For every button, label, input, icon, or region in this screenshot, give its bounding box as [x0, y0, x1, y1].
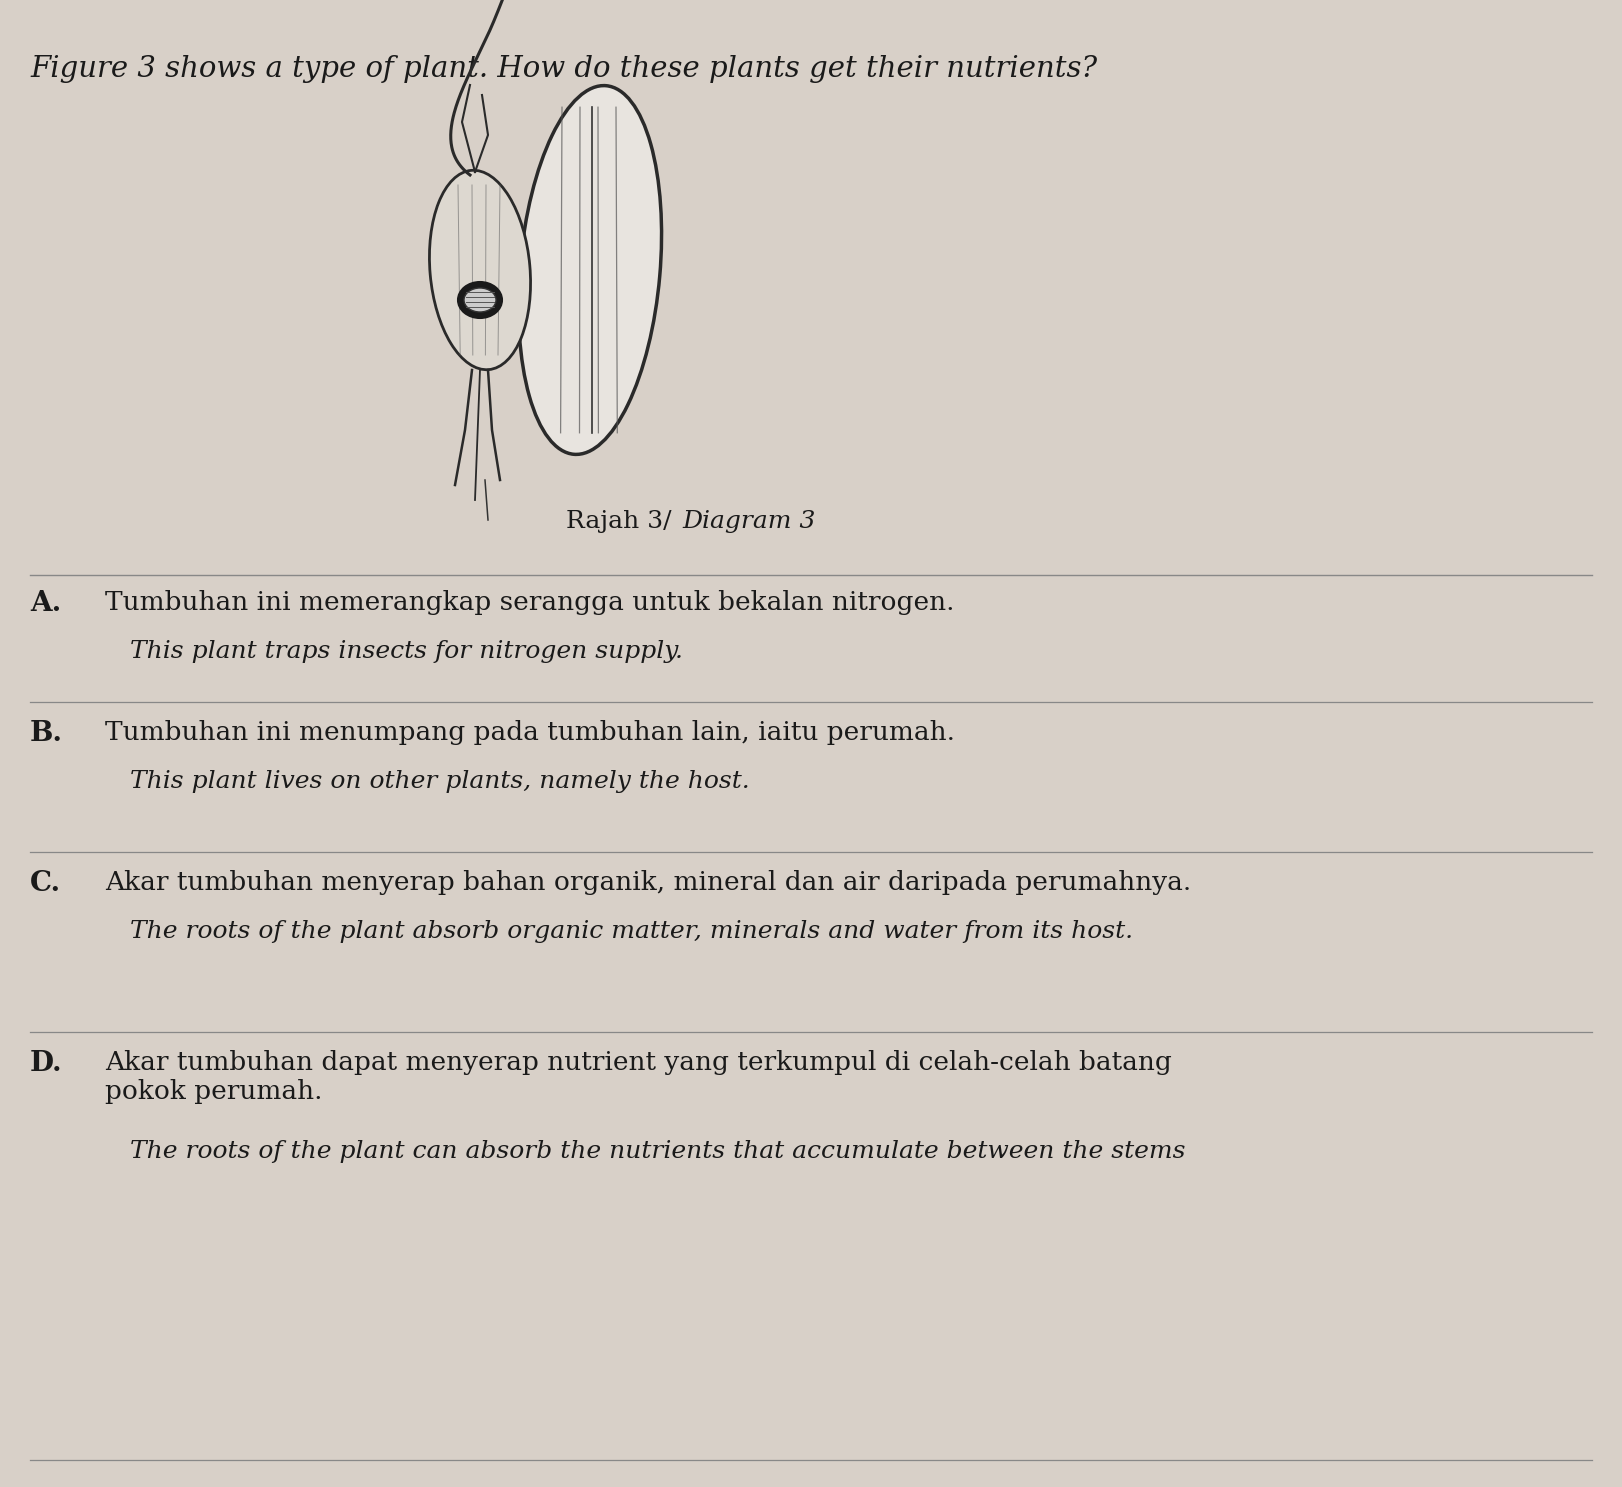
- Text: This plant lives on other plants, namely the host.: This plant lives on other plants, namely…: [130, 770, 749, 793]
- Text: Akar tumbuhan menyerap bahan organik, mineral dan air daripada perumahnya.: Akar tumbuhan menyerap bahan organik, mi…: [105, 870, 1191, 895]
- Ellipse shape: [457, 283, 501, 318]
- Ellipse shape: [519, 86, 662, 455]
- Ellipse shape: [430, 171, 530, 370]
- Text: The roots of the plant can absorb the nutrients that accumulate between the stem: The roots of the plant can absorb the nu…: [130, 1141, 1186, 1163]
- Text: Diagram 3: Diagram 3: [681, 510, 816, 532]
- Text: Akar tumbuhan dapat menyerap nutrient yang terkumpul di celah-celah batang
pokok: Akar tumbuhan dapat menyerap nutrient ya…: [105, 1050, 1171, 1103]
- Text: D.: D.: [29, 1050, 63, 1077]
- Text: Rajah 3/: Rajah 3/: [566, 510, 680, 532]
- Text: Tumbuhan ini menumpang pada tumbuhan lain, iaitu perumah.: Tumbuhan ini menumpang pada tumbuhan lai…: [105, 720, 955, 745]
- Text: This plant traps insects for nitrogen supply.: This plant traps insects for nitrogen su…: [130, 639, 683, 663]
- Text: A.: A.: [29, 590, 62, 617]
- Text: Tumbuhan ini memerangkap serangga untuk bekalan nitrogen.: Tumbuhan ini memerangkap serangga untuk …: [105, 590, 954, 616]
- Text: B.: B.: [29, 720, 63, 746]
- Text: C.: C.: [29, 870, 62, 897]
- Ellipse shape: [464, 288, 496, 312]
- Text: Figure 3 shows a type of plant. How do these plants get their nutrients?: Figure 3 shows a type of plant. How do t…: [29, 55, 1096, 83]
- Text: The roots of the plant absorb organic matter, minerals and water from its host.: The roots of the plant absorb organic ma…: [130, 920, 1134, 943]
